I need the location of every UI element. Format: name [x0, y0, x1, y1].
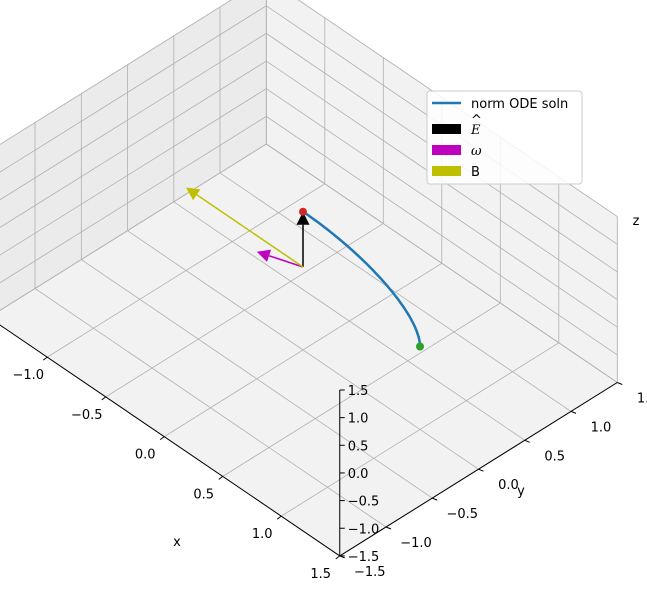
- y-tick-label-2: −0.5: [446, 507, 478, 522]
- z-tick-label-4: 0.5: [348, 439, 369, 454]
- y-tick-label-5: 1.0: [591, 420, 612, 435]
- start-point-marker: [416, 342, 424, 351]
- y-tick-label-3: 0.0: [498, 478, 519, 493]
- legend-label-e-hat: E: [470, 123, 481, 138]
- legend-label-b: B: [471, 165, 480, 180]
- x-tick-mark-6: [335, 555, 341, 560]
- x-tick-mark-1: [42, 356, 48, 361]
- x-tick-label-3: 0.0: [135, 448, 156, 463]
- x-tick-label-2: −0.5: [71, 408, 103, 423]
- series-line-norm-ode-soln: [301, 210, 422, 348]
- end-point-marker: [299, 207, 307, 216]
- legend-swatch-e-hat: [432, 124, 461, 134]
- y-tick-mark-3: [478, 468, 484, 472]
- y-axis-label: y: [517, 484, 525, 499]
- y-tick-label-4: 0.5: [544, 449, 565, 464]
- legend-e-hat-base: E: [470, 123, 481, 138]
- vector-head-b: [186, 187, 201, 201]
- vector-shaft-omega: [268, 255, 304, 268]
- grid-line-z-1: [0, 115, 618, 356]
- x-tick-label-4: 0.5: [193, 487, 214, 502]
- y-tick-mark-1: [385, 526, 392, 530]
- x-tick-mark-3: [159, 436, 165, 441]
- vector-head-omega: [256, 249, 272, 262]
- y-tick-label-0: −1.5: [354, 565, 386, 580]
- x-tick-mark-2: [101, 396, 107, 401]
- vector-shaft-b: [196, 194, 304, 268]
- x-axis-label: x: [173, 535, 181, 550]
- z-tick-label-3: 0.0: [348, 467, 369, 482]
- tick-labels: −1.5 −1.0 −0.5 0.0 0.5 1.0 1.5 −1.5 −1.0 −0.5 0.0 0…: [12, 356, 647, 582]
- legend-swatch-omega: [432, 145, 461, 155]
- z-tick-label-0: −1.5: [348, 550, 380, 565]
- z-tick-label-6: 1.5: [348, 384, 369, 399]
- z-tick-label-1: −1.0: [348, 522, 380, 537]
- legend: norm ODE soln E ^ ω B: [426, 90, 583, 185]
- x-tick-label-1: −1.0: [12, 368, 44, 383]
- legend-swatch-b: [432, 166, 461, 176]
- x-tick-label-6: 1.5: [310, 567, 331, 582]
- legend-label-norm-ode-soln: norm ODE soln: [471, 97, 568, 112]
- plot-data: [186, 187, 424, 351]
- y-tick-mark-4: [524, 439, 530, 443]
- z-tick-label-2: −0.5: [348, 495, 380, 510]
- z-axis-label: z: [633, 214, 640, 229]
- y-tick-label-1: −1.0: [400, 536, 432, 551]
- legend-label-omega: ω: [471, 144, 482, 159]
- grid-line-z-3: [0, 60, 618, 300]
- z-tick-label-5: 1.0: [348, 412, 369, 427]
- legend-frame: [426, 90, 583, 185]
- grid-line-z-0: [0, 143, 618, 383]
- x-tick-mark-4: [218, 475, 224, 480]
- axis-panes: [0, 0, 619, 557]
- y-tick-label-6: 1.5: [637, 392, 647, 407]
- y-tick-mark-2: [432, 497, 438, 501]
- legend-e-hat-accent: ^: [471, 113, 482, 128]
- y-tick-mark-5: [570, 410, 577, 414]
- grid-line-z-2: [0, 88, 618, 328]
- vector-head-e-hat: [296, 211, 310, 225]
- x-tick-mark-5: [276, 515, 282, 520]
- x-tick-label-5: 1.0: [252, 527, 273, 542]
- y-tick-mark-6: [617, 382, 623, 385]
- grid-line-z-4: [0, 32, 618, 273]
